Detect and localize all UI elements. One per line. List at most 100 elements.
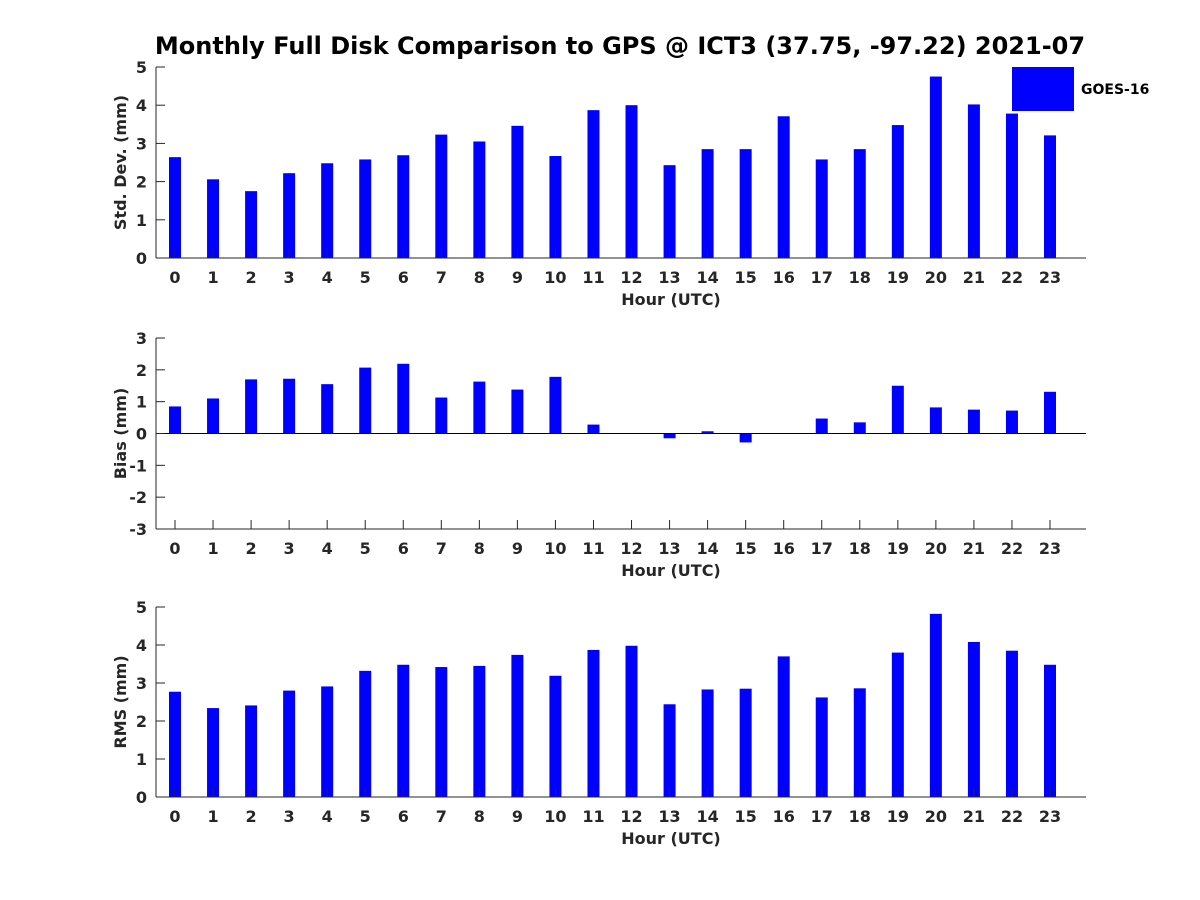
rms-bar-hour-21: [967, 641, 980, 797]
rms-x-tick-label: 7: [436, 807, 447, 826]
rms-x-tick-label: 3: [284, 807, 295, 826]
bias-bar-hour-22: [1005, 410, 1018, 434]
bias-bar-hour-20: [929, 407, 942, 434]
bias-bar-hour-14: [701, 431, 714, 434]
rms-bar-hour-14: [701, 689, 714, 797]
bias-x-axis-label: Hour (UTC): [621, 561, 721, 580]
legend-swatch-goes-16: [1012, 67, 1074, 111]
figure-title: Monthly Full Disk Comparison to GPS @ IC…: [155, 32, 1085, 60]
std-dev-bar-hour-21: [967, 104, 980, 258]
std-dev-bar-hour-3: [283, 173, 296, 258]
bias-y-tick-label: 2: [136, 361, 147, 380]
bias-bar-hour-11: [587, 424, 600, 434]
bias-x-tick-label: 15: [735, 539, 757, 558]
bias-x-tick-label: 12: [620, 539, 642, 558]
std-dev-bar-hour-11: [587, 110, 600, 258]
rms-bar-hour-15: [739, 688, 752, 797]
bias-x-tick-label: 2: [246, 539, 257, 558]
rms-x-tick-label: 2: [246, 807, 257, 826]
rms-x-tick-label: 9: [512, 807, 523, 826]
bias-bar-hour-5: [359, 367, 372, 434]
std-dev-x-tick-label: 9: [512, 268, 523, 287]
std-dev-x-tick-label: 4: [322, 268, 333, 287]
rms-x-tick-label: 21: [963, 807, 985, 826]
bias-bar-hour-21: [967, 409, 980, 434]
std-dev-y-tick-label: 4: [136, 96, 147, 115]
bias-bar-hour-23: [1044, 391, 1056, 434]
rms-x-tick-label: 16: [773, 807, 795, 826]
std-dev-bar-hour-18: [853, 149, 866, 258]
rms-x-tick-label: 15: [735, 807, 757, 826]
bias-y-axis-label: Bias (mm): [111, 388, 130, 480]
rms-bar-hour-12: [625, 645, 638, 797]
std-dev-bar-hour-14: [701, 149, 714, 258]
std-dev-bar-hour-17: [815, 159, 828, 258]
std-dev-bar-hour-15: [739, 149, 752, 258]
bias-x-tick-label: 1: [207, 539, 218, 558]
rms-bar-hour-8: [473, 665, 486, 797]
rms-x-tick-label: 5: [360, 807, 371, 826]
std-dev-x-tick-label: 12: [620, 268, 642, 287]
bias-x-tick-label: 13: [658, 539, 680, 558]
bias-x-tick-label: 18: [849, 539, 871, 558]
bias-x-tick-label: 16: [773, 539, 795, 558]
rms-bar-hour-23: [1044, 664, 1056, 797]
std-dev-y-tick-label: 1: [136, 211, 147, 230]
bias-bar-hour-0: [169, 406, 181, 434]
legend: GOES-16: [1012, 67, 1149, 111]
rms-bar-hour-4: [321, 686, 334, 797]
std-dev-x-tick-label: 1: [207, 268, 218, 287]
bias-x-tick-label: 6: [398, 539, 409, 558]
bias-y-tick-label: -1: [129, 456, 147, 475]
bias-bar-hour-19: [891, 385, 904, 434]
std-dev-bar-hour-4: [321, 163, 334, 258]
std-dev-x-tick-label: 13: [658, 268, 680, 287]
rms-bar-hour-7: [435, 667, 448, 797]
std-dev-bar-hour-1: [207, 179, 220, 258]
bias-x-tick-label: 14: [696, 539, 718, 558]
bias-x-tick-label: 10: [544, 539, 566, 558]
rms-x-tick-label: 12: [620, 807, 642, 826]
std-dev-x-tick-label: 20: [925, 268, 947, 287]
std-dev-bar-hour-20: [929, 76, 942, 258]
std-dev-bar-hour-19: [891, 125, 904, 258]
rms-x-tick-label: 13: [658, 807, 680, 826]
rms-y-tick-label: 2: [136, 712, 147, 731]
bias-x-tick-label: 23: [1039, 539, 1061, 558]
rms-bar-hour-3: [283, 690, 296, 797]
std-dev-bar-hour-0: [169, 157, 181, 258]
std-dev-y-axis-label: Std. Dev. (mm): [111, 95, 130, 230]
std-dev-x-tick-label: 17: [811, 268, 833, 287]
bias-x-tick-label: 4: [322, 539, 333, 558]
bias-x-tick-label: 5: [360, 539, 371, 558]
rms-x-tick-label: 8: [474, 807, 485, 826]
std-dev-bar-hour-13: [663, 165, 676, 258]
rms-bar-hour-5: [359, 670, 372, 797]
bias-bar-hour-4: [321, 384, 334, 434]
rms-bar-hour-10: [549, 675, 562, 797]
rms-x-tick-label: 6: [398, 807, 409, 826]
std-dev-y-tick-label: 3: [136, 134, 147, 153]
std-dev-y-tick-label: 0: [136, 249, 147, 268]
bias-x-tick-label: 8: [474, 539, 485, 558]
rms-bar-hour-22: [1005, 650, 1018, 797]
std-dev-x-tick-label: 3: [284, 268, 295, 287]
std-dev-x-tick-label: 2: [246, 268, 257, 287]
bias-x-tick-label: 11: [582, 539, 604, 558]
bias-x-tick-label: 3: [284, 539, 295, 558]
bias-bar-hour-10: [549, 376, 562, 434]
bias-bar-hour-13: [663, 433, 676, 439]
rms-bar-hour-18: [853, 688, 866, 797]
std-dev-bar-hour-22: [1005, 113, 1018, 258]
std-dev-x-tick-label: 14: [696, 268, 718, 287]
bias-bar-hour-18: [853, 422, 866, 434]
std-dev-bar-hour-6: [397, 155, 410, 258]
std-dev-x-tick-label: 5: [360, 268, 371, 287]
rms-bar-hour-11: [587, 649, 600, 797]
bias-bar-hour-6: [397, 363, 410, 434]
rms-x-axis-label: Hour (UTC): [621, 829, 721, 848]
std-dev-x-tick-label: 15: [735, 268, 757, 287]
